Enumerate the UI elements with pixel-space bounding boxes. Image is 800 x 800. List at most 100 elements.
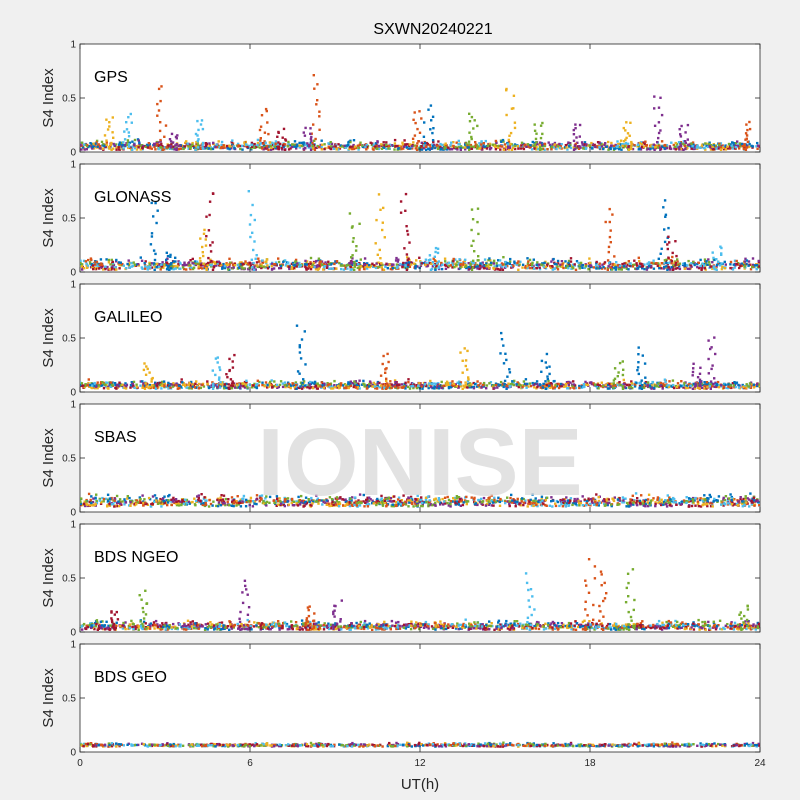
data-point <box>678 267 682 271</box>
data-point <box>536 261 539 264</box>
data-point <box>204 144 208 148</box>
data-point <box>567 387 570 390</box>
data-point <box>194 148 197 151</box>
data-point <box>228 263 231 266</box>
data-point <box>468 382 472 385</box>
data-point <box>613 255 616 258</box>
data-point <box>380 147 384 150</box>
data-point <box>750 383 754 386</box>
data-point <box>456 260 459 263</box>
data-point <box>479 262 482 265</box>
data-point <box>103 134 107 137</box>
data-point <box>430 119 433 122</box>
data-point <box>505 387 508 390</box>
data-point <box>643 142 646 146</box>
data-point <box>308 143 311 147</box>
y-tick-label: 0.5 <box>62 94 76 105</box>
data-point <box>604 383 607 387</box>
data-point <box>248 384 252 387</box>
data-point <box>509 142 512 146</box>
data-point <box>249 213 253 217</box>
data-point <box>568 142 572 145</box>
data-point <box>95 139 99 143</box>
data-point <box>663 259 667 262</box>
data-point <box>615 383 619 387</box>
data-point <box>747 264 750 267</box>
data-point <box>382 354 385 358</box>
data-point <box>92 262 95 266</box>
data-point <box>706 386 709 389</box>
data-point <box>678 148 681 151</box>
data-point <box>133 147 137 150</box>
data-point <box>434 268 437 271</box>
data-point <box>92 147 96 150</box>
data-point <box>564 382 567 386</box>
data-point <box>194 260 197 263</box>
data-point <box>125 128 129 131</box>
data-point <box>319 260 323 263</box>
data-point <box>354 249 358 252</box>
data-point <box>400 147 403 151</box>
data-point <box>598 265 602 268</box>
data-point <box>146 146 149 149</box>
data-point <box>513 147 517 151</box>
data-point <box>336 504 339 507</box>
data-point <box>169 253 172 257</box>
data-point <box>114 266 117 269</box>
data-point <box>708 263 711 266</box>
data-point <box>372 148 375 151</box>
data-point <box>358 379 361 382</box>
data-point <box>365 264 368 267</box>
data-point <box>525 145 528 148</box>
data-point <box>89 384 92 387</box>
data-points <box>80 324 760 390</box>
data-point <box>367 385 371 388</box>
data-point <box>83 267 86 270</box>
data-point <box>495 144 499 148</box>
data-point <box>666 384 669 387</box>
data-point <box>388 383 391 387</box>
data-point <box>717 147 720 150</box>
data-point <box>578 135 581 138</box>
data-point <box>548 372 551 376</box>
data-point <box>622 140 626 143</box>
data-point <box>357 384 361 387</box>
data-point <box>574 127 577 130</box>
data-point <box>359 265 362 268</box>
data-point <box>616 140 619 143</box>
data-point <box>540 147 543 150</box>
data-point <box>499 148 502 151</box>
data-point <box>238 261 242 264</box>
data-point <box>199 237 202 240</box>
data-point <box>503 379 507 383</box>
data-point <box>657 262 660 265</box>
data-point <box>579 146 582 149</box>
data-point <box>145 365 148 368</box>
data-point <box>467 146 470 149</box>
data-point <box>317 384 320 388</box>
data-point <box>618 264 622 268</box>
data-point <box>692 367 695 370</box>
data-point <box>422 135 426 138</box>
data-point <box>211 369 214 372</box>
data-point <box>717 386 721 389</box>
data-point <box>152 384 156 387</box>
data-point <box>116 383 119 387</box>
data-point <box>110 141 113 145</box>
data-point <box>645 143 648 147</box>
data-point <box>608 382 611 385</box>
data-point <box>138 142 141 146</box>
data-point <box>216 361 219 364</box>
data-point <box>749 268 753 271</box>
data-point <box>132 380 136 384</box>
data-point <box>195 380 198 383</box>
data-point <box>471 218 475 221</box>
data-point <box>141 386 144 389</box>
data-point <box>617 371 620 374</box>
data-point <box>436 247 440 250</box>
data-point <box>166 264 170 268</box>
data-point <box>496 499 499 503</box>
data-point <box>175 384 178 387</box>
